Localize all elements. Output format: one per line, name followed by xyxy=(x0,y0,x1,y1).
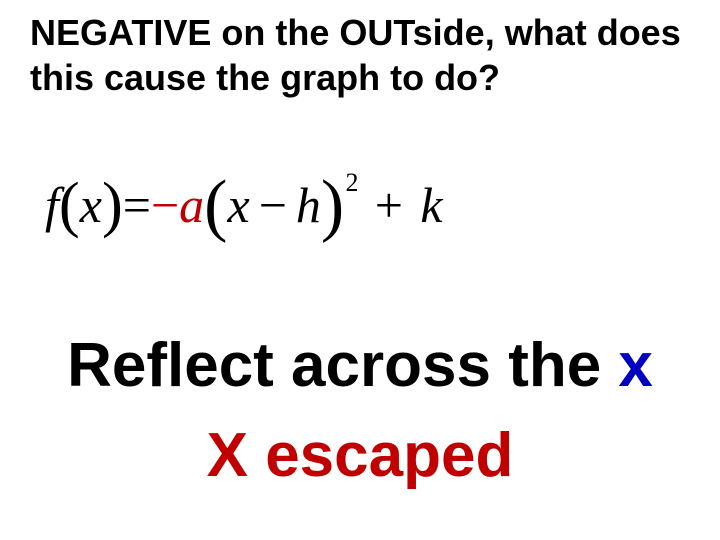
eq-plus: + xyxy=(357,176,420,234)
eq-x1: x xyxy=(80,176,102,234)
answer-line2: X escaped xyxy=(0,420,720,491)
eq-lparen2: ( xyxy=(204,166,227,246)
answer-reflect-text: Reflect across the xyxy=(67,331,618,400)
question-text: NEGATIVE on the OUTside, what does this … xyxy=(30,10,690,100)
answer-x-text: x xyxy=(618,331,652,400)
eq-equals: = xyxy=(123,176,151,234)
eq-lparen1: ( xyxy=(59,168,80,241)
eq-neg-a: −a xyxy=(151,176,204,234)
eq-minus: − xyxy=(250,176,296,234)
eq-rparen2: ) xyxy=(321,166,344,246)
eq-exponent: 2 xyxy=(346,168,359,198)
answer-line1: Reflect across the x xyxy=(0,330,720,401)
eq-x2: x xyxy=(227,176,249,234)
eq-f: f xyxy=(45,176,59,234)
equation: f ( x ) = −a ( x − h ) 2 + k xyxy=(45,160,443,240)
eq-h: h xyxy=(296,176,321,234)
eq-k: k xyxy=(420,176,442,234)
eq-rparen1: ) xyxy=(102,168,123,241)
